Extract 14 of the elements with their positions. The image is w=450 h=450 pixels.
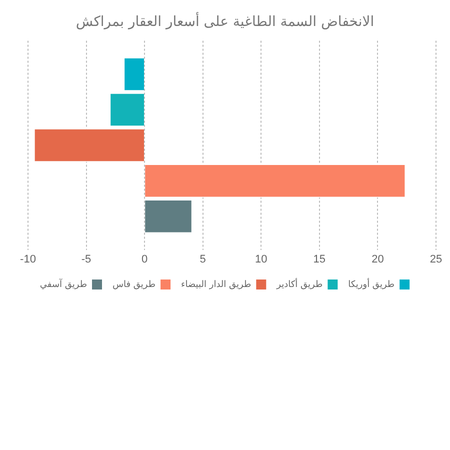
x-tick-label: 15: [313, 253, 326, 266]
x-tick-label: 5: [200, 253, 206, 266]
legend-label: طريق الدار البيضاء: [181, 280, 252, 290]
x-tick-label: 25: [430, 253, 442, 266]
x-tick-label: -5: [81, 253, 92, 266]
legend-label: طريق أوريكا: [348, 278, 395, 290]
x-tick-label: -10: [20, 253, 36, 266]
legend-label: طريق فاس: [112, 280, 156, 290]
legend-label: طريق آسفي: [40, 278, 88, 290]
x-tick-label: 20: [372, 253, 384, 266]
legend-label: طريق أكادير: [276, 278, 323, 290]
chart-title: الانخفاض السمة الطاغية على أسعار العقار بمراكش: [76, 12, 374, 30]
x-tick-label: 10: [255, 253, 268, 266]
x-tick-label: 0: [142, 253, 148, 266]
